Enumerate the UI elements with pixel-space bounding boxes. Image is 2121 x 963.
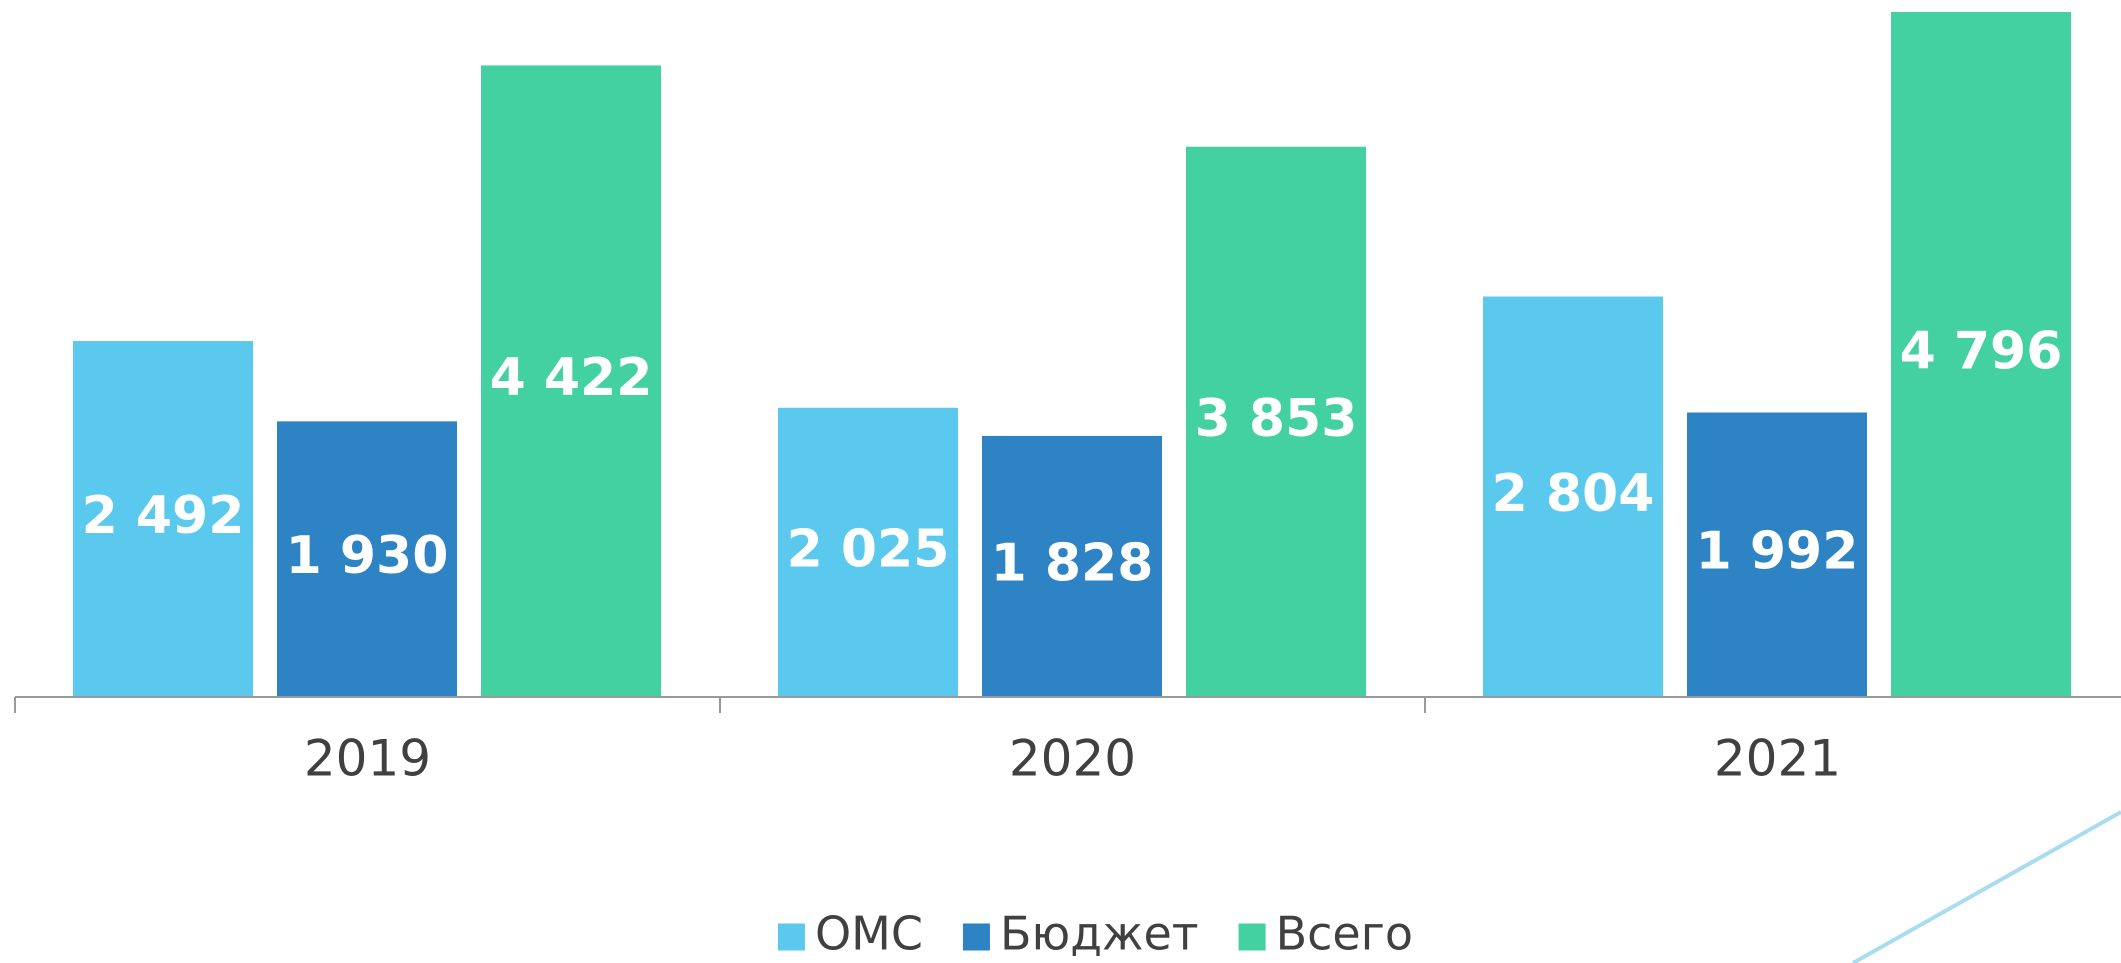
value-label: 4 796: [1900, 322, 2063, 382]
x-tick-label: 2019: [304, 730, 431, 788]
legend-label: ОМС: [815, 907, 923, 961]
value-label: 2 804: [1492, 464, 1655, 524]
legend-swatch: [962, 923, 990, 951]
bar: [1186, 146, 1366, 697]
legend-swatch: [1238, 923, 1266, 951]
x-tick-label: 2021: [1714, 730, 1841, 788]
bar: [778, 407, 958, 697]
value-label: 3 853: [1195, 389, 1358, 449]
bar: [1687, 412, 1867, 697]
bar: [982, 435, 1162, 697]
bar: [1891, 12, 2071, 697]
value-label: 2 025: [787, 519, 950, 579]
value-label: 2 492: [82, 486, 245, 546]
legend-label: Бюджет: [1000, 907, 1199, 961]
legend-label: Всего: [1276, 907, 1413, 961]
bar: [73, 341, 253, 697]
value-label: 4 422: [490, 348, 653, 408]
value-label: 1 828: [991, 533, 1154, 593]
x-tick-label: 2020: [1009, 730, 1136, 788]
decoration: [1852, 810, 2121, 963]
value-label: 1 992: [1696, 522, 1859, 582]
legend-swatch: [777, 923, 805, 951]
bar: [481, 65, 661, 698]
value-label: 1 930: [286, 526, 449, 586]
bar: [1483, 296, 1663, 697]
bar: [277, 421, 457, 697]
